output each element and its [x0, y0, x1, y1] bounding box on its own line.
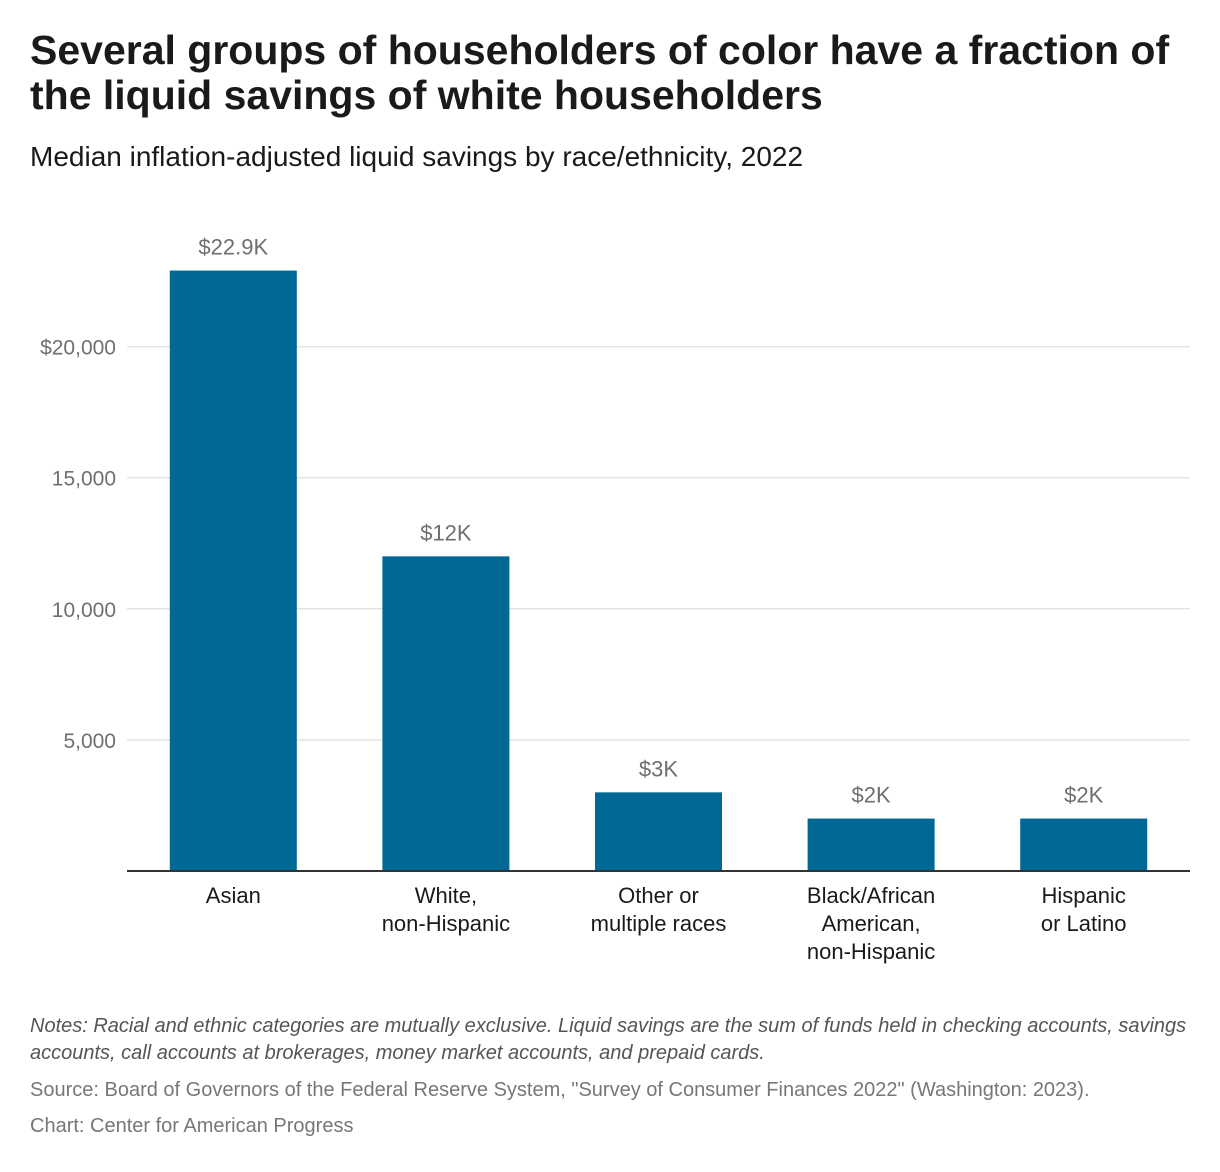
bar-value-label: $22.9K — [198, 235, 268, 260]
chart-title: Several groups of householders of color … — [30, 27, 1170, 118]
x-category-label-line: Asian — [206, 883, 261, 908]
x-category-label: Asian — [206, 883, 261, 908]
x-category-label-line: Hispanic — [1042, 883, 1126, 908]
bar-value-label: $2K — [1064, 783, 1103, 808]
y-tick-label: 15,000 — [52, 468, 116, 491]
x-category-label-line: Other or — [618, 883, 699, 908]
x-category-label-line: or Latino — [1041, 911, 1127, 936]
bar — [382, 556, 510, 871]
chart-notes: Notes: Racial and ethnic categories are … — [30, 1015, 1187, 1064]
bar-value-label: $2K — [852, 783, 891, 808]
chart-source: Source: Board of Governors of the Federa… — [30, 1079, 1090, 1101]
bar — [807, 818, 935, 871]
chart-subtitle: Median inflation-adjusted liquid savings… — [30, 141, 804, 172]
x-category-label: White, non-Hispanic — [382, 883, 510, 936]
chart-credit: Chart: Center for American Progress — [30, 1115, 354, 1137]
bar — [595, 792, 722, 871]
y-tick-label: 10,000 — [52, 599, 116, 622]
x-category-label-line: multiple races — [591, 911, 727, 936]
x-category-label: Black/African American, non-Hispanic — [807, 883, 935, 964]
x-category-label: Hispanic or Latino — [1041, 883, 1127, 936]
x-category-label-line: Black/African — [807, 883, 935, 908]
bar — [1020, 818, 1148, 871]
x-category-label-line: non-Hispanic — [807, 939, 935, 964]
x-category-label-line: American, — [822, 911, 921, 936]
y-tick-label: 5,000 — [63, 730, 116, 753]
bar — [169, 270, 297, 871]
bar-value-label: $12K — [420, 520, 472, 545]
x-category-label: Other or multiple races — [591, 883, 727, 936]
bar-value-label: $3K — [639, 756, 678, 781]
y-tick-label: $20,000 — [40, 337, 116, 360]
bar-chart: 5,000 10,000 15,000 $20,000 $22.9K Asian $12K W… — [40, 235, 1190, 964]
x-category-label-line: non-Hispanic — [382, 911, 510, 936]
x-category-label-line: White, — [415, 883, 477, 908]
